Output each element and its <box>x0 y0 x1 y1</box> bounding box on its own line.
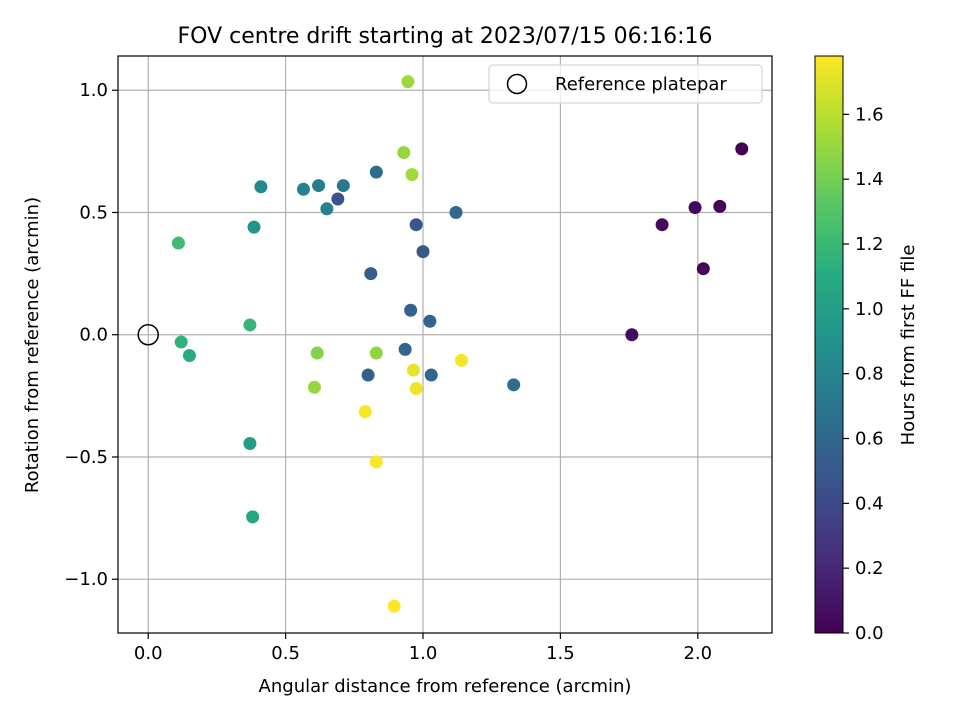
scatter-point <box>331 192 345 206</box>
scatter-point <box>409 218 423 232</box>
y-tick-label: −1.0 <box>64 569 108 590</box>
colorbar-tick-label: 1.6 <box>855 104 884 125</box>
scatter-point <box>625 328 639 342</box>
x-tick-label: 1.5 <box>546 643 575 664</box>
y-tick-label: 0.5 <box>79 202 108 223</box>
scatter-point <box>312 179 326 193</box>
scatter-point <box>424 368 438 382</box>
scatter-point <box>397 146 411 160</box>
scatter-point <box>307 380 321 394</box>
scatter-point <box>254 180 268 194</box>
legend-marker-reference <box>506 73 528 95</box>
y-tick-label: 0.0 <box>79 325 108 346</box>
x-tick-label: 2.0 <box>683 643 712 664</box>
scatter-point <box>449 205 463 219</box>
scatter-point <box>416 245 430 259</box>
scatter-point <box>401 75 415 89</box>
colorbar-tick-label: 0.4 <box>855 493 884 514</box>
y-axis-label: Rotation from reference (arcmin) <box>22 197 43 493</box>
colorbar-label: Hours from first FF file <box>898 245 919 446</box>
y-axis-ticks: −1.0 −0.5 0.0 0.5 1.0 <box>64 80 118 590</box>
scatter-point <box>320 202 334 216</box>
scatter-point <box>369 455 383 469</box>
plot-frame <box>117 55 773 634</box>
legend-entry-reference: Reference platepar <box>555 74 727 95</box>
scatter-point <box>336 179 350 193</box>
scatter-point <box>406 363 420 377</box>
scatter-point <box>171 236 185 250</box>
scatter-point <box>713 199 727 213</box>
colorbar-tick-label: 1.0 <box>855 299 884 320</box>
scatter-point <box>358 405 372 419</box>
grid-lines <box>118 56 772 633</box>
scatter-point <box>655 218 669 232</box>
colorbar-tick-label: 0.6 <box>855 429 884 450</box>
colorbar-tick-label: 0.2 <box>855 558 884 579</box>
x-axis-ticks: 0.0 0.5 1.0 1.5 2.0 <box>134 633 712 664</box>
scatter-point <box>398 342 412 356</box>
scatter-point <box>310 346 324 360</box>
y-tick-label: −0.5 <box>64 447 108 468</box>
scatter-point <box>688 201 702 215</box>
scatter-point <box>246 510 260 524</box>
scatter-point <box>247 220 261 234</box>
colorbar-gradient <box>814 55 844 634</box>
reference-point-layer <box>137 323 159 346</box>
x-tick-label: 0.5 <box>271 643 300 664</box>
colorbar: 0.0 0.2 0.4 0.6 0.8 1.0 1.2 1.4 1.6 Hours from f… <box>814 55 919 644</box>
scatter-point <box>296 182 310 196</box>
scatter-point <box>387 599 401 613</box>
colorbar-tick-label: 1.2 <box>855 234 884 255</box>
scatter-point <box>182 349 196 363</box>
scatter-point <box>174 335 188 349</box>
colorbar-tick-label: 1.4 <box>855 169 884 190</box>
legend: Reference platepar <box>488 64 763 104</box>
scatter-point <box>409 382 423 396</box>
scatter-point <box>735 142 749 156</box>
scatter-point <box>696 262 710 276</box>
scatter-point <box>423 314 437 328</box>
x-tick-label: 1.0 <box>409 643 438 664</box>
scatter-point <box>243 318 257 332</box>
scatter-point <box>361 368 375 382</box>
scatter-point <box>243 437 257 451</box>
scatter-point <box>369 165 383 179</box>
colorbar-ticks: 0.0 0.2 0.4 0.6 0.8 1.0 1.2 1.4 1.6 <box>843 104 884 644</box>
scatter-points <box>171 75 749 613</box>
y-tick-label: 1.0 <box>79 80 108 101</box>
scatter-point <box>454 353 468 367</box>
scatter-point <box>369 346 383 360</box>
x-axis-label: Angular distance from reference (arcmin) <box>259 676 632 697</box>
x-tick-label: 0.0 <box>134 643 163 664</box>
scatter-point <box>404 303 418 317</box>
reference-platepar-marker <box>137 323 159 346</box>
colorbar-tick-label: 0.0 <box>855 623 884 644</box>
chart-title: FOV centre drift starting at 2023/07/15 … <box>178 24 713 49</box>
scatter-point <box>405 168 419 182</box>
scatter-point <box>364 267 378 281</box>
legend-box <box>488 64 763 104</box>
scatter-point <box>507 378 521 392</box>
colorbar-tick-label: 0.8 <box>855 364 884 385</box>
